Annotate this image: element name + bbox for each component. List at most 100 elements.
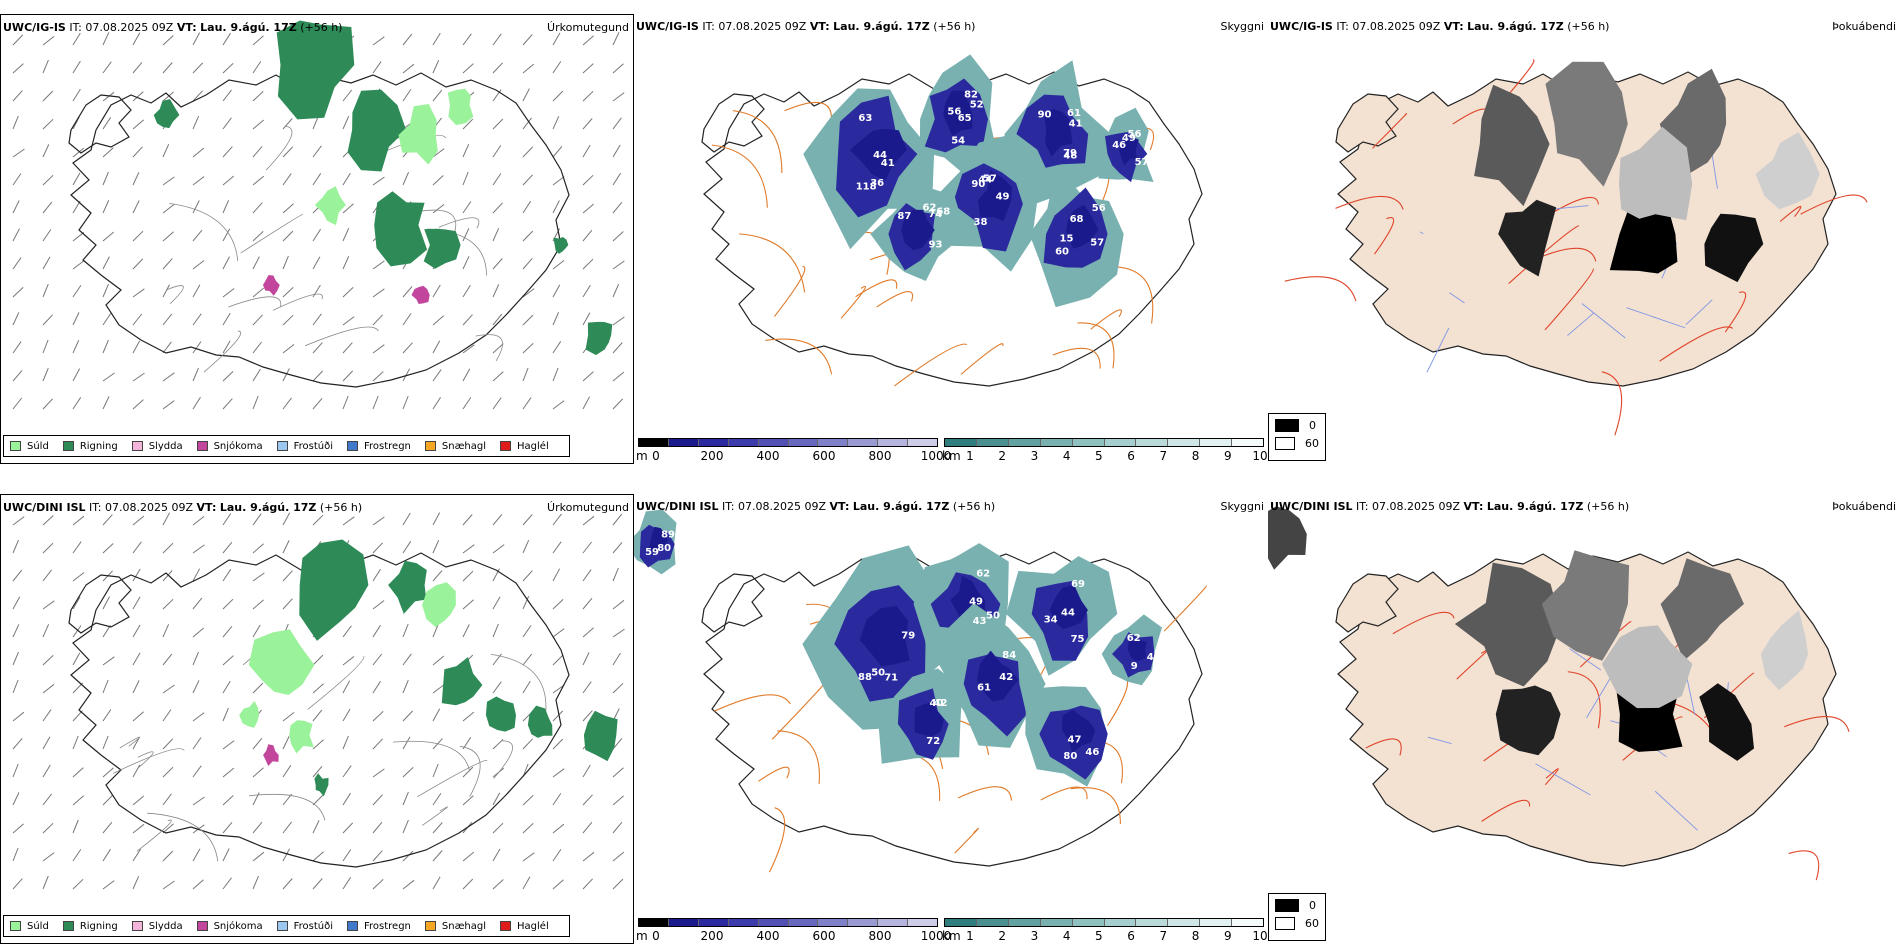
wind-barb	[342, 625, 352, 638]
wind-barb	[102, 199, 110, 214]
wind-barb	[252, 513, 262, 526]
precip-area	[248, 629, 315, 695]
wind-barb	[192, 229, 203, 242]
wind-barb	[42, 655, 54, 666]
wind-barb	[162, 653, 173, 666]
wind-barb	[162, 400, 175, 410]
wind-barb	[312, 173, 322, 186]
precip-type-panel: Súld Rigning Slydda Snjókoma Frostúði Frostre…	[0, 494, 634, 944]
wind-barb	[552, 823, 565, 834]
wind-barb	[492, 544, 505, 554]
wind-barb	[522, 288, 535, 298]
wind-barb	[162, 35, 174, 46]
wind-barb	[372, 542, 383, 554]
river-line	[1426, 327, 1450, 373]
wind-barb	[102, 231, 115, 242]
wind-barb	[612, 63, 624, 74]
wind-barb	[462, 33, 472, 46]
wind-barb	[612, 342, 623, 354]
wind-barb	[462, 711, 475, 722]
visibility-value-label: 56	[1128, 129, 1142, 140]
wind-barb	[402, 767, 414, 778]
wind-barb	[492, 62, 503, 74]
forecast-row: Súld Rigning Slydda Snjókoma Frostúði Frostre…	[0, 494, 1900, 944]
visibility-value-label: 60	[1055, 246, 1069, 257]
wind-barb	[492, 118, 504, 130]
wind-barb	[192, 176, 205, 186]
wind-barb	[42, 339, 49, 354]
road-line	[1779, 205, 1802, 222]
wind-barb	[462, 284, 471, 298]
colorbar-swatch	[639, 919, 669, 926]
colorbar-swatch	[788, 439, 819, 446]
road-line	[475, 334, 503, 362]
road-line	[203, 330, 242, 373]
wind-barb	[312, 765, 323, 778]
init-time: 07.08.2025 09Z	[105, 501, 194, 514]
wind-barb	[582, 710, 593, 722]
wind-barb	[102, 147, 114, 158]
wind-barb	[522, 680, 531, 694]
wind-barb	[192, 597, 203, 610]
river-line	[1711, 154, 1718, 189]
fog-index-panel: UWC/DINI ISL IT: 07.08.2025 09Z VT: Lau.…	[1268, 494, 1900, 944]
wind-barb	[132, 91, 144, 102]
wind-barb	[492, 202, 503, 214]
wind-barb	[252, 395, 259, 410]
init-time: 07.08.2025 09Z	[85, 21, 174, 34]
visibility-value-label: 44	[873, 150, 887, 161]
legend-label: Rigning	[79, 920, 118, 932]
wind-barb	[402, 171, 410, 186]
precip-area	[398, 104, 438, 165]
wind-barb	[582, 851, 595, 862]
colorbar-tick: 400	[756, 449, 780, 463]
panel-title: Skyggni	[1220, 20, 1264, 33]
wind-barb	[282, 146, 294, 158]
fog-map	[1268, 506, 1850, 881]
wind-barb	[12, 823, 24, 834]
legend-swatch	[424, 921, 436, 931]
visibility-m-core	[943, 90, 973, 137]
river-line	[1586, 674, 1613, 719]
panel-header: UWC/DINI ISL IT: 07.08.2025 09Z VT: Lau.…	[3, 501, 362, 514]
wind-barb	[282, 230, 294, 242]
wind-barb	[612, 283, 620, 298]
wind-barb	[492, 792, 501, 806]
wind-barb	[282, 368, 290, 382]
visibility-value-label: 61	[1067, 108, 1081, 119]
wind-barb	[72, 368, 81, 382]
wind-barb	[432, 397, 442, 410]
visibility-value-label: 93	[929, 240, 943, 251]
wind-barb	[42, 515, 54, 526]
wind-barb	[552, 513, 562, 526]
road-line	[438, 217, 480, 229]
road-line	[784, 101, 832, 120]
vt-label: VT:	[829, 500, 850, 513]
it-label: IT:	[1356, 500, 1369, 513]
wind-barb	[312, 256, 321, 270]
fog-legend-item: 0	[1275, 419, 1319, 432]
wind-barb	[522, 653, 533, 666]
wind-barb	[372, 624, 381, 638]
road-line	[1788, 850, 1820, 881]
panel-header: UWC/IG-IS IT: 07.08.2025 09Z VT: Lau. 9.…	[1270, 20, 1609, 33]
vt-label: VT:	[1463, 500, 1484, 513]
wind-barb	[252, 35, 264, 46]
legend-item: Slydda	[131, 921, 183, 932]
wind-barb	[192, 879, 204, 890]
wind-barb	[432, 32, 441, 46]
legend-item: Snæhagl	[424, 921, 486, 932]
wind-barb	[102, 313, 112, 326]
wind-barb	[612, 567, 619, 582]
wind-barb	[72, 795, 84, 806]
legend-swatch	[62, 441, 74, 451]
wind-barb	[492, 145, 502, 158]
visibility-value-label: 69	[1071, 579, 1085, 590]
visibility-value-label: 56	[947, 107, 961, 118]
road-line	[711, 144, 768, 208]
wind-barb	[102, 735, 109, 750]
colorbar-km: km 1 2 3 4 5 6 7 8 9 10	[942, 918, 1268, 944]
wind-barb	[192, 147, 205, 158]
wind-barb	[192, 115, 200, 130]
model-name: UWC/DINI ISL	[636, 500, 719, 513]
